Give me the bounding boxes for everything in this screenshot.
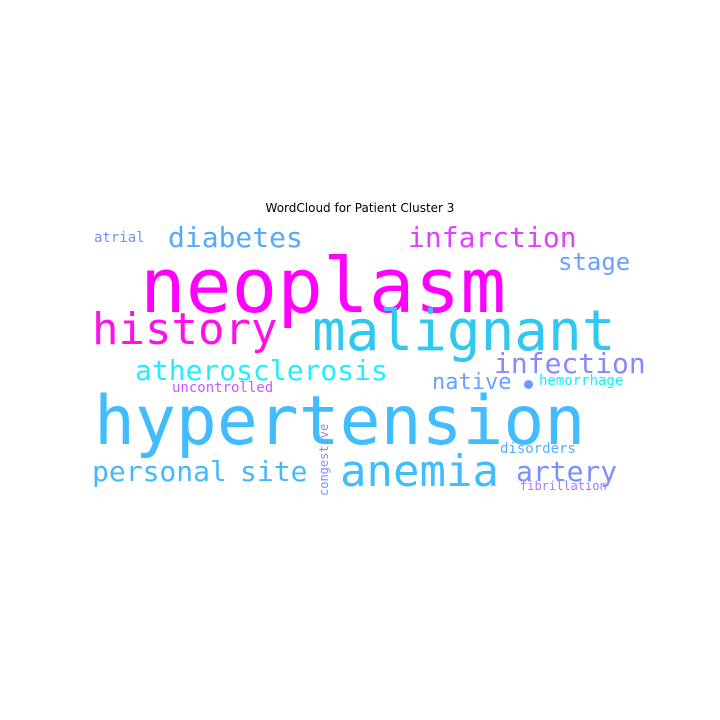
word-hypertension: hypertension	[94, 382, 586, 461]
word-neoplasm: neoplasm	[140, 241, 507, 330]
word-malignant: malignant	[312, 299, 616, 364]
word-uncontrolled: uncontrolled	[172, 380, 274, 396]
word-fibrillation: fibrillation	[520, 479, 607, 493]
word-disorders: disorders	[500, 441, 576, 457]
word-artery: artery	[516, 455, 618, 488]
word-atherosclerosis: atherosclerosis	[135, 354, 388, 387]
word-atrial: atrial	[94, 230, 145, 246]
word-infection: infection	[494, 347, 646, 380]
wordcloud-area	[90, 220, 630, 500]
word-hemorrhage: hemorrhage	[539, 373, 624, 389]
word-infarction: infarction	[408, 221, 577, 254]
word-anemia: anemia	[340, 446, 499, 497]
word-history: history	[92, 304, 278, 355]
word-site: site	[240, 455, 308, 488]
chart-title: WordCloud for Patient Cluster 3	[265, 201, 455, 215]
word-personal: personal	[92, 455, 227, 488]
word-stage: stage	[558, 248, 631, 276]
word-native: native	[432, 370, 512, 395]
word-congestive: congestive	[317, 423, 331, 496]
dot-mark	[524, 380, 533, 389]
word-diabetes: diabetes	[168, 221, 303, 254]
